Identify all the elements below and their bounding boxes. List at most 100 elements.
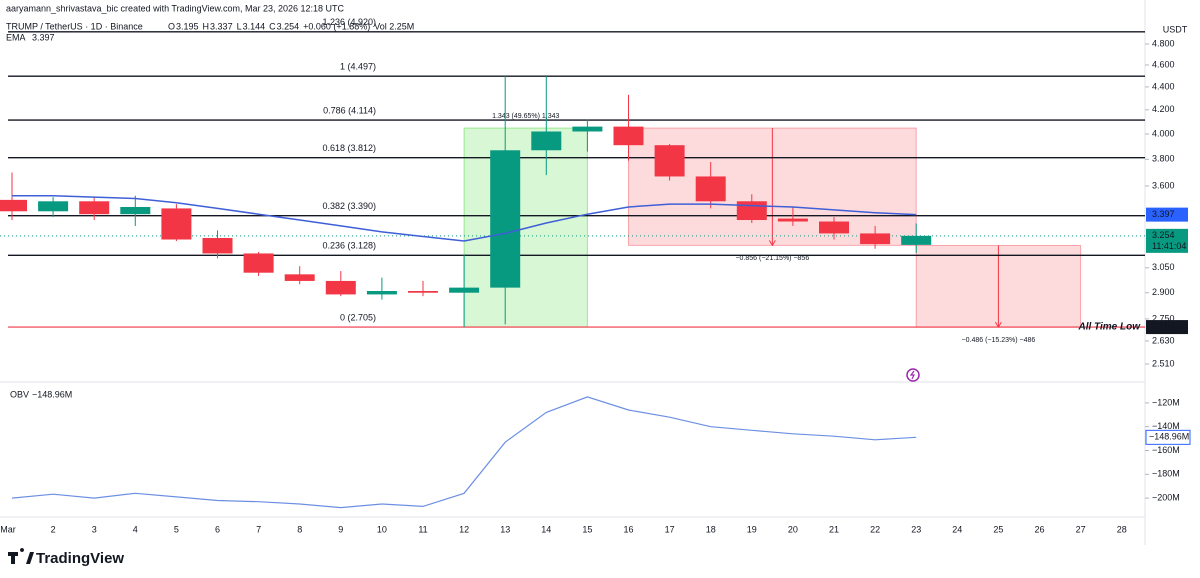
credit: aaryamann_shrivastava_bic created with T…	[6, 3, 345, 13]
x-tick-label: 13	[500, 524, 510, 534]
x-tick-label: 22	[870, 524, 880, 534]
y-tick-label: 2.900	[1152, 287, 1175, 297]
x-tick-label: 18	[706, 524, 716, 534]
candle-body	[202, 237, 233, 254]
y-tick-label: 4.000	[1152, 128, 1175, 138]
candle-body	[613, 126, 644, 146]
candle-body	[572, 126, 603, 132]
candle-body	[490, 150, 521, 288]
x-tick-label: 21	[829, 524, 839, 534]
x-tick-label: 28	[1117, 524, 1127, 534]
y-tick-label: 2.510	[1152, 358, 1175, 368]
obv-y-tick-label: −160M	[1152, 445, 1180, 455]
ema-line	[12, 194, 917, 242]
measure-arrowhead	[768, 240, 776, 247]
obv-line	[11, 396, 917, 509]
candle-body	[901, 235, 932, 245]
candle-body	[860, 233, 891, 245]
x-tick-label: 17	[665, 524, 675, 534]
y-tick-label: 3.800	[1152, 154, 1175, 164]
candle-body	[695, 176, 726, 202]
x-tick-label: 4	[133, 524, 138, 534]
legend-key: C	[269, 21, 276, 31]
fib-label: 0 (2.705)	[340, 312, 376, 322]
x-tick-label: 2	[51, 524, 56, 534]
candle-body	[79, 201, 110, 215]
candle-body	[449, 287, 480, 293]
obv-legend-name: OBV	[10, 389, 29, 399]
candle-body	[0, 199, 27, 212]
candle-body	[120, 206, 151, 215]
candle-body	[654, 145, 685, 177]
x-tick-label: 7	[256, 524, 261, 534]
y-tick-label: 4.400	[1152, 81, 1175, 91]
measure-label: 1.343 (49.65%) 1,343	[492, 113, 559, 120]
brand-logo	[8, 548, 34, 564]
symbol: TRUMP / TetherUS · 1D · Binance	[6, 21, 143, 31]
legend-value: 3.144	[243, 21, 266, 31]
fib-label: 0.236 (3.128)	[322, 241, 376, 251]
legend-key: L	[237, 21, 242, 31]
x-tick-label: 23	[911, 524, 921, 534]
atl-price-label-box	[1146, 320, 1188, 335]
x-tick-label: 14	[541, 524, 551, 534]
candle-body	[243, 253, 274, 273]
fib-label: 0.618 (3.812)	[322, 143, 376, 153]
legend-change: +0.060 (+1.88%)	[303, 21, 370, 31]
candle-body	[736, 201, 767, 221]
fib-label: 0.382 (3.390)	[322, 201, 376, 211]
ema-price-label: 3.397	[1152, 209, 1175, 219]
ema-legend-value: 3.397	[32, 32, 55, 42]
atl-label: All Time Low	[1078, 322, 1142, 333]
obv-y-tick-label: −200M	[1152, 492, 1180, 502]
x-tick-label: 11	[418, 524, 427, 534]
obv-price-label: −148.96M	[1149, 432, 1189, 442]
candle-body	[777, 218, 808, 222]
legend-key: O	[168, 21, 175, 31]
x-tick-label: 8	[297, 524, 302, 534]
y-tick-label: 2.630	[1152, 335, 1175, 345]
x-tick-label: 25	[993, 524, 1003, 534]
x-tick-label: 20	[788, 524, 798, 534]
ema-price-label-box	[1146, 207, 1188, 222]
obv-price-box	[1145, 429, 1191, 445]
y-tick-label: 4.600	[1152, 59, 1175, 69]
legend-value: 3.337	[210, 21, 233, 31]
x-tick-label: 5	[174, 524, 179, 534]
last-price-label-box	[1146, 228, 1188, 253]
obv-legend-value: −148.96M	[32, 389, 72, 399]
last-price-label-extra: 11:41:04	[1152, 241, 1186, 251]
legend-value: 3.254	[277, 21, 300, 31]
atl-price-label: 2.705	[1152, 321, 1175, 331]
legend-volume: Vol 2.25M	[374, 21, 414, 31]
fib-label: 0.786 (4.114)	[323, 105, 376, 115]
candle-body	[408, 291, 438, 293]
fib-label: 1 (4.497)	[340, 62, 376, 72]
last-price-label: 3.254	[1152, 230, 1175, 240]
candle-body	[325, 280, 356, 295]
candle-body	[161, 208, 192, 240]
obv-y-tick-label: −180M	[1152, 469, 1180, 479]
candle-body	[284, 274, 315, 281]
candle-body	[366, 291, 397, 295]
y-tick-label: 4.200	[1152, 104, 1175, 114]
y-tick-label: 3.050	[1152, 262, 1175, 272]
x-tick-label: 10	[377, 524, 387, 534]
x-tick-label: 19	[747, 524, 757, 534]
measure-label: −0.856 (−21.15%) −856	[735, 255, 809, 262]
currency: USDT	[1163, 24, 1188, 34]
x-tick-label: 27	[1076, 524, 1086, 534]
x-tick-label: 16	[623, 524, 633, 534]
candle-body	[531, 131, 562, 151]
x-tick-label: 24	[952, 524, 962, 534]
x-tick-label: 12	[459, 524, 469, 534]
y-tick-label: 2.750	[1152, 313, 1175, 323]
candle-body	[38, 201, 69, 212]
fib-label: 1.236 (4.920)	[322, 17, 376, 27]
x-tick-label: Mar	[0, 524, 16, 534]
x-tick-label: 26	[1034, 524, 1044, 534]
obv-y-tick-label: −140M	[1152, 421, 1180, 431]
x-tick-label: 15	[582, 524, 592, 534]
x-tick-label: 9	[338, 524, 343, 534]
